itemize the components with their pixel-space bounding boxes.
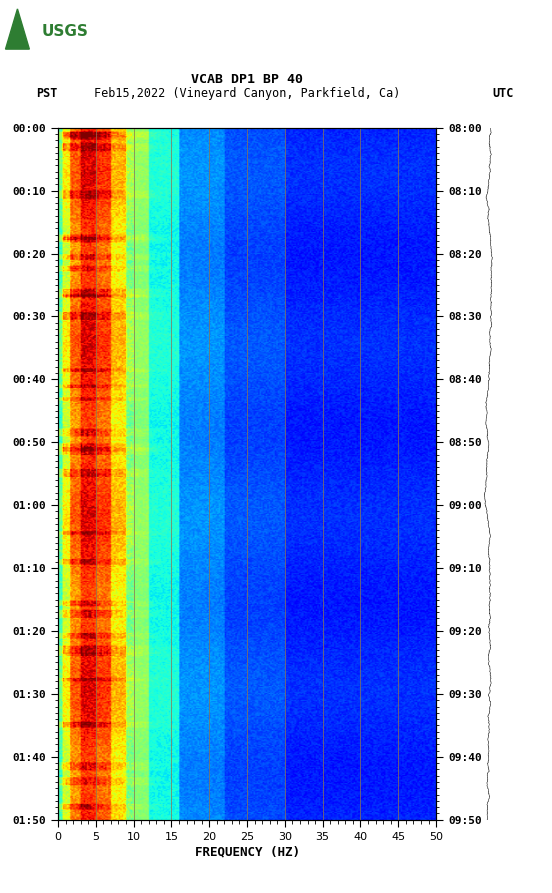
X-axis label: FREQUENCY (HZ): FREQUENCY (HZ): [194, 846, 300, 859]
Text: UTC: UTC: [492, 87, 513, 100]
Text: Feb15,2022 (Vineyard Canyon, Parkfield, Ca): Feb15,2022 (Vineyard Canyon, Parkfield, …: [94, 87, 400, 100]
Text: VCAB DP1 BP 40: VCAB DP1 BP 40: [191, 72, 303, 86]
Polygon shape: [6, 9, 29, 49]
Text: PST: PST: [36, 87, 57, 100]
Text: USGS: USGS: [42, 23, 89, 38]
